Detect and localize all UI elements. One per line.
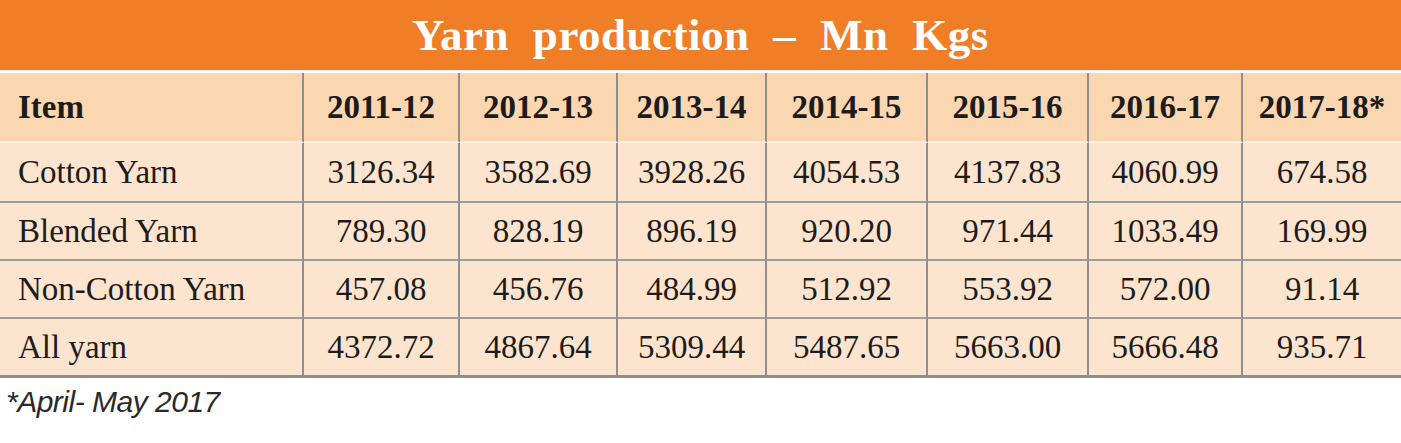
column-header-2017-18: 2017-18* bbox=[1243, 73, 1401, 143]
table-cell: 674.58 bbox=[1243, 143, 1401, 201]
table-title: Yarn production – Mn Kgs bbox=[412, 9, 989, 61]
table-cell: 4867.64 bbox=[460, 317, 618, 375]
table-cell: 789.30 bbox=[304, 201, 460, 259]
table-cell: 457.08 bbox=[304, 259, 460, 317]
column-header-2014-15: 2014-15 bbox=[767, 73, 928, 143]
table-cell: 169.99 bbox=[1243, 201, 1401, 259]
column-header-2012-13: 2012-13 bbox=[460, 73, 618, 143]
table-row-blended-yarn: Blended Yarn 789.30 828.19 896.19 920.20… bbox=[0, 201, 1401, 259]
yarn-production-figure: Yarn production – Mn Kgs Item 2011-12 20… bbox=[0, 0, 1401, 443]
table-cell: 553.92 bbox=[928, 259, 1089, 317]
table-cell: 3928.26 bbox=[618, 143, 767, 201]
table-cell: 935.71 bbox=[1243, 317, 1401, 375]
table-cell: 3582.69 bbox=[460, 143, 618, 201]
column-header-2016-17: 2016-17 bbox=[1089, 73, 1243, 143]
table-cell: 4054.53 bbox=[767, 143, 928, 201]
yarn-production-table: Item 2011-12 2012-13 2013-14 2014-15 201… bbox=[0, 73, 1401, 375]
row-label: Non-Cotton Yarn bbox=[0, 259, 304, 317]
table-cell: 512.92 bbox=[767, 259, 928, 317]
table-cell: 3126.34 bbox=[304, 143, 460, 201]
table-cell: 572.00 bbox=[1089, 259, 1243, 317]
column-header-2015-16: 2015-16 bbox=[928, 73, 1089, 143]
table-cell: 5487.65 bbox=[767, 317, 928, 375]
table-title-bar: Yarn production – Mn Kgs bbox=[0, 0, 1401, 73]
table-row-non-cotton-yarn: Non-Cotton Yarn 457.08 456.76 484.99 512… bbox=[0, 259, 1401, 317]
table-cell: 920.20 bbox=[767, 201, 928, 259]
table-row-cotton-yarn: Cotton Yarn 3126.34 3582.69 3928.26 4054… bbox=[0, 143, 1401, 201]
table-cell: 91.14 bbox=[1243, 259, 1401, 317]
row-label: All yarn bbox=[0, 317, 304, 375]
column-header-2011-12: 2011-12 bbox=[304, 73, 460, 143]
column-header-2013-14: 2013-14 bbox=[618, 73, 767, 143]
table-cell: 4372.72 bbox=[304, 317, 460, 375]
table-footnote: *April- May 2017 bbox=[0, 378, 1401, 419]
table-cell: 1033.49 bbox=[1089, 201, 1243, 259]
header-row: Item 2011-12 2012-13 2013-14 2014-15 201… bbox=[0, 73, 1401, 143]
table-row-all-yarn: All yarn 4372.72 4867.64 5309.44 5487.65… bbox=[0, 317, 1401, 375]
table-cell: 5309.44 bbox=[618, 317, 767, 375]
table-cell: 456.76 bbox=[460, 259, 618, 317]
row-label: Blended Yarn bbox=[0, 201, 304, 259]
table-cell: 484.99 bbox=[618, 259, 767, 317]
table-cell: 5663.00 bbox=[928, 317, 1089, 375]
table-cell: 971.44 bbox=[928, 201, 1089, 259]
row-label: Cotton Yarn bbox=[0, 143, 304, 201]
table-cell: 5666.48 bbox=[1089, 317, 1243, 375]
table-cell: 896.19 bbox=[618, 201, 767, 259]
table-cell: 828.19 bbox=[460, 201, 618, 259]
column-header-item: Item bbox=[0, 73, 304, 143]
table-cell: 4137.83 bbox=[928, 143, 1089, 201]
table-cell: 4060.99 bbox=[1089, 143, 1243, 201]
